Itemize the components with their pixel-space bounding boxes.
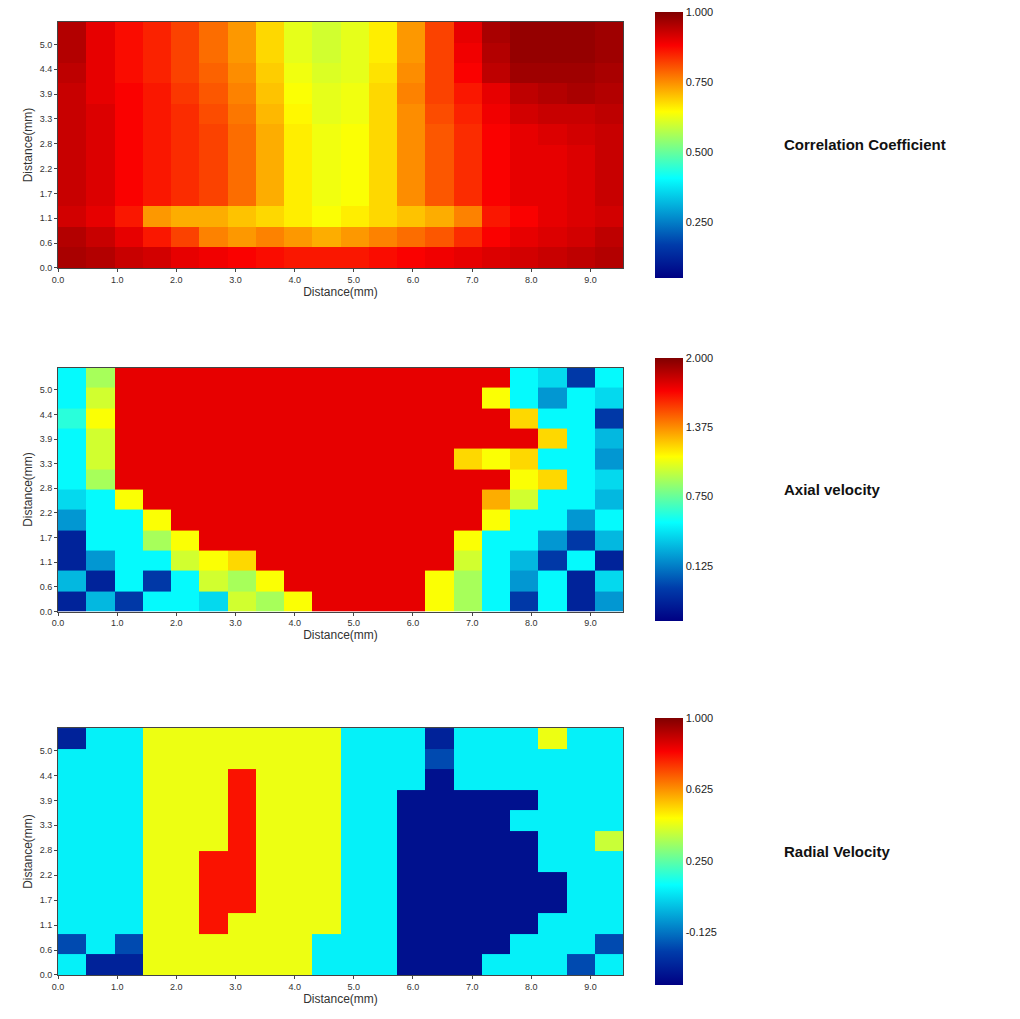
svg-text:0.625: 0.625 [686,783,714,795]
svg-text:2.2: 2.2 [40,870,53,880]
svg-text:5.0: 5.0 [348,275,361,285]
svg-text:2.2: 2.2 [40,164,53,174]
svg-text:0.0: 0.0 [52,275,65,285]
svg-text:Distance(mm): Distance(mm) [303,285,378,299]
svg-text:Distance(mm): Distance(mm) [21,108,35,183]
svg-text:2.2: 2.2 [40,508,53,518]
svg-text:4.4: 4.4 [40,771,53,781]
svg-text:2.0: 2.0 [170,275,183,285]
svg-text:0.6: 0.6 [40,945,53,955]
svg-text:3.9: 3.9 [40,434,53,444]
svg-text:9.0: 9.0 [584,982,597,992]
svg-text:Distance(mm): Distance(mm) [303,992,378,1006]
svg-text:0.125: 0.125 [686,560,714,572]
svg-text:0.6: 0.6 [40,582,53,592]
svg-text:3.3: 3.3 [40,820,53,830]
svg-text:4.0: 4.0 [288,982,301,992]
svg-text:3.9: 3.9 [40,796,53,806]
svg-text:0.0: 0.0 [52,618,65,628]
svg-text:0.6: 0.6 [40,238,53,248]
svg-text:0.0: 0.0 [40,970,53,980]
svg-text:9.0: 9.0 [584,618,597,628]
svg-text:1.7: 1.7 [40,533,53,543]
svg-text:2.0: 2.0 [170,982,183,992]
svg-text:8.0: 8.0 [525,618,538,628]
svg-text:1.000: 1.000 [686,712,714,724]
svg-text:0.0: 0.0 [52,982,65,992]
svg-text:6.0: 6.0 [407,618,420,628]
svg-text:4.0: 4.0 [288,618,301,628]
svg-text:9.0: 9.0 [584,275,597,285]
svg-text:-0.125: -0.125 [686,926,717,938]
svg-text:8.0: 8.0 [525,275,538,285]
svg-text:Axial velocity: Axial velocity [784,481,881,498]
svg-text:Distance(mm): Distance(mm) [21,814,35,889]
svg-text:4.4: 4.4 [40,64,53,74]
svg-text:1.000: 1.000 [686,6,714,18]
svg-text:Radial Velocity: Radial Velocity [784,843,891,860]
svg-text:8.0: 8.0 [525,982,538,992]
svg-text:0.750: 0.750 [686,490,714,502]
svg-text:3.9: 3.9 [40,89,53,99]
svg-text:7.0: 7.0 [466,618,479,628]
svg-text:2.0: 2.0 [170,618,183,628]
svg-text:6.0: 6.0 [407,275,420,285]
svg-text:5.0: 5.0 [40,746,53,756]
svg-text:1.1: 1.1 [40,213,53,223]
svg-text:2.8: 2.8 [40,483,53,493]
svg-text:Distance(mm): Distance(mm) [21,452,35,527]
svg-text:7.0: 7.0 [466,982,479,992]
svg-text:0.250: 0.250 [686,855,714,867]
svg-text:6.0: 6.0 [407,982,420,992]
svg-text:0.0: 0.0 [40,607,53,617]
svg-text:5.0: 5.0 [40,40,53,50]
svg-text:Correlation Coefficient: Correlation Coefficient [784,136,946,153]
svg-text:3.0: 3.0 [229,275,242,285]
svg-text:7.0: 7.0 [466,275,479,285]
svg-text:1.1: 1.1 [40,557,53,567]
svg-text:4.0: 4.0 [288,275,301,285]
svg-text:2.000: 2.000 [686,352,714,364]
svg-text:2.8: 2.8 [40,139,53,149]
svg-text:1.0: 1.0 [111,618,124,628]
svg-text:5.0: 5.0 [348,618,361,628]
svg-text:3.0: 3.0 [229,618,242,628]
svg-text:0.0: 0.0 [40,263,53,273]
svg-text:3.0: 3.0 [229,982,242,992]
svg-text:Distance(mm): Distance(mm) [303,628,378,642]
svg-text:0.750: 0.750 [686,76,714,88]
svg-text:1.0: 1.0 [111,275,124,285]
svg-text:5.0: 5.0 [40,385,53,395]
svg-text:0.500: 0.500 [686,146,714,158]
svg-text:3.3: 3.3 [40,459,53,469]
svg-text:5.0: 5.0 [348,982,361,992]
svg-text:3.3: 3.3 [40,114,53,124]
svg-text:0.250: 0.250 [686,216,714,228]
svg-text:1.0: 1.0 [111,982,124,992]
svg-text:1.375: 1.375 [686,421,714,433]
svg-text:4.4: 4.4 [40,410,53,420]
svg-text:2.8: 2.8 [40,845,53,855]
svg-text:1.7: 1.7 [40,189,53,199]
svg-text:1.1: 1.1 [40,920,53,930]
svg-text:1.7: 1.7 [40,895,53,905]
